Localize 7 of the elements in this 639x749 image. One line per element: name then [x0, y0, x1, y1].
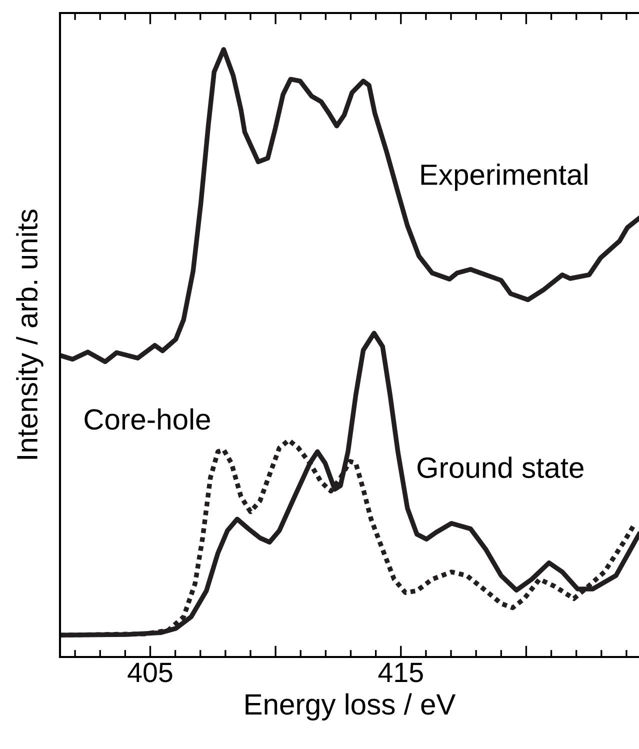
series-label: Experimental	[421, 164, 588, 191]
x-axis-title: Energy loss / eV	[246, 693, 456, 720]
y-axis-title: Intensity / arb. units	[16, 210, 44, 459]
series-label: Core-hole	[84, 408, 210, 430]
x-tick-label: 405	[128, 662, 172, 682]
x-tick-label: 415	[378, 662, 423, 682]
series-label: Ground state	[418, 456, 584, 478]
